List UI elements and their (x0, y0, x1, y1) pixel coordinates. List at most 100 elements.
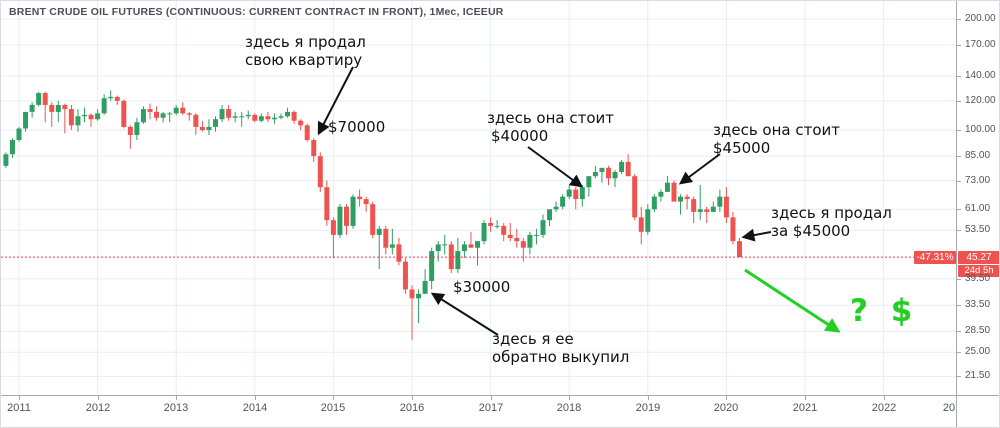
candle-body (704, 209, 710, 212)
candle-body (167, 113, 173, 115)
price-tick-mark (957, 45, 961, 46)
candle-body (697, 209, 703, 212)
time-axis[interactable]: 2011 2012 2013 2014 2015 2016 2017 2018 2019 2020… (1, 396, 956, 427)
candle-body (134, 122, 140, 135)
annotation-worth-40000: здесь она стоит $40000 (487, 109, 614, 145)
bar-countdown-badge: 24d 5h (958, 265, 999, 277)
price-tick-mark (957, 331, 961, 332)
annotation-sold-apartment: здесь я продал свою квартиру (245, 33, 366, 69)
candle-body (723, 196, 729, 218)
candle-body (396, 244, 402, 262)
candle-body (527, 234, 533, 248)
candle-body (540, 220, 546, 235)
candle-body (461, 244, 467, 252)
candlestick-series (3, 90, 742, 340)
candle-body (651, 196, 657, 210)
time-tick-label: 20 (942, 402, 956, 414)
candle-body (455, 251, 461, 270)
candle-body (671, 182, 677, 202)
candle-body (199, 126, 205, 131)
candle-body (226, 109, 232, 118)
price-chart-plot[interactable] (1, 1, 956, 395)
candle-body (488, 222, 494, 226)
candle-body (206, 126, 212, 131)
candle-body (3, 154, 9, 166)
price-axis[interactable]: 200.00 170.00 140.00 120.00 100.00 85.00 73.00… (957, 1, 999, 395)
candle-body (245, 114, 251, 117)
price-tick-label: 85.00 (965, 150, 991, 161)
annotation-line: здесь я продал (771, 204, 892, 222)
annotation-line: $45000 (713, 139, 771, 157)
annotation-line: за $45000 (771, 222, 851, 240)
candle-body (114, 96, 120, 101)
price-tick-mark (957, 279, 961, 280)
candle-body (82, 114, 87, 117)
candle-body (298, 120, 304, 126)
price-tick-mark (957, 19, 961, 20)
candle-body (193, 114, 199, 127)
time-tick-mark (884, 396, 885, 400)
price-tick-mark (957, 376, 961, 377)
price-tick-label: 100.00 (965, 124, 996, 135)
price-tick-label: 28.50 (965, 325, 991, 336)
candle-body (475, 241, 480, 248)
candle-body (23, 111, 29, 129)
time-tick-label: 2012 (85, 402, 111, 414)
chart-title: BRENT CRUDE OIL FUTURES (CONTINUOUS: CUR… (9, 6, 504, 18)
price-tick-label: 120.00 (965, 95, 996, 106)
time-tick-mark (176, 396, 177, 400)
candle-body (239, 116, 245, 118)
annotation-line: обратно выкупил (492, 348, 630, 366)
price-tick-label: 21.50 (965, 370, 991, 381)
time-tick-label: 2015 (320, 402, 346, 414)
candle-body (16, 128, 22, 140)
candle-body (645, 209, 651, 232)
candle-body (691, 199, 697, 212)
candle-body (55, 104, 61, 112)
time-tick-mark (491, 396, 492, 400)
candle-body (612, 171, 618, 179)
candle-body (389, 244, 395, 248)
grid (1, 1, 956, 395)
candle-body (422, 280, 428, 294)
candle-body (566, 189, 572, 197)
time-tick-mark (648, 396, 649, 400)
time-tick-mark (805, 396, 806, 400)
candle-body (625, 161, 631, 177)
candle-body (664, 182, 670, 192)
candle-body (127, 126, 133, 135)
candle-body (383, 228, 389, 248)
candle-body (95, 113, 101, 120)
candle-body (68, 109, 74, 126)
price-tick-mark (957, 352, 961, 353)
candle-body (402, 261, 408, 290)
candle-body (442, 244, 448, 246)
time-tick-label: 2014 (242, 402, 268, 414)
candle-body (573, 189, 579, 200)
price-tick-label: 200.00 (965, 13, 996, 24)
candle-body (147, 109, 153, 112)
candle-body (219, 109, 225, 120)
candle-body (350, 196, 356, 226)
candle-body (29, 104, 35, 112)
price-tick-mark (957, 181, 961, 182)
time-tick-label: 2017 (478, 402, 504, 414)
candle-body (737, 241, 742, 258)
candle-body (560, 196, 566, 207)
candle-body (173, 107, 179, 114)
candlestick-chart-canvas[interactable] (1, 1, 956, 395)
time-tick-label: 2021 (792, 402, 818, 414)
candle-body (376, 228, 382, 235)
candle-body (154, 111, 160, 118)
price-tick-mark (957, 209, 961, 210)
candle-body (160, 113, 166, 118)
candle-body (481, 222, 487, 242)
time-tick-mark (333, 396, 334, 400)
price-tick-mark (957, 230, 961, 231)
annotation-line: здесь я ее (492, 330, 574, 348)
candle-body (36, 93, 42, 105)
price-tick-mark (957, 156, 961, 157)
annotation-line: здесь я продал (245, 33, 366, 51)
time-tick-mark (569, 396, 570, 400)
